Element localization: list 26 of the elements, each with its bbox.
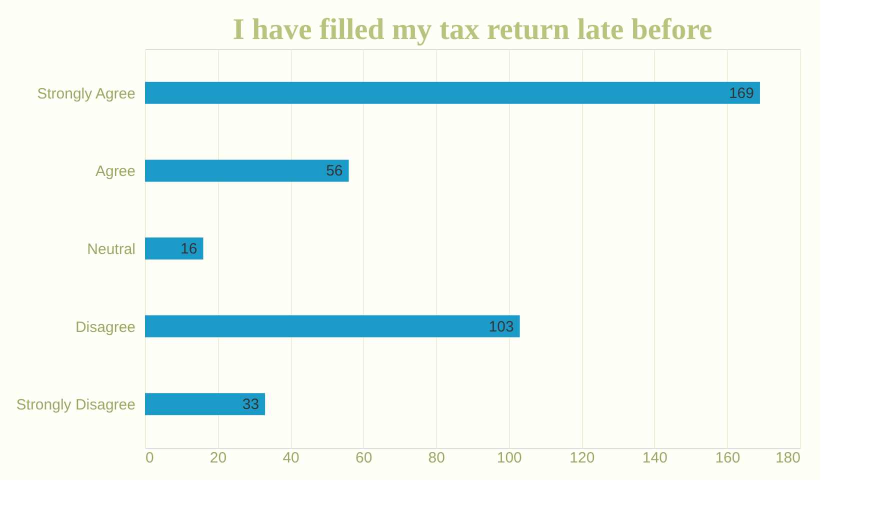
- x-tick-label: 100: [496, 450, 522, 466]
- x-tick-label: 140: [642, 450, 668, 466]
- y-tick-label: Disagree: [75, 318, 136, 336]
- data-label: 169: [728, 84, 754, 102]
- x-tick-label: 0: [146, 450, 154, 466]
- data-label: 16: [180, 240, 198, 258]
- chart-title: I have filled my tax return late before: [232, 13, 712, 46]
- y-tick-label: Agree: [95, 163, 136, 180]
- bar: [145, 238, 204, 260]
- data-label: 56: [326, 162, 343, 180]
- x-tick-label: 160: [715, 450, 740, 466]
- data-label: 33: [242, 396, 260, 414]
- x-tick-label: 60: [355, 450, 372, 466]
- x-tick-label: 80: [428, 450, 445, 466]
- x-tick-label: 180: [775, 450, 800, 466]
- bar: [145, 160, 349, 182]
- x-tick-label: 120: [570, 450, 595, 466]
- bar: [145, 393, 266, 416]
- data-label: 103: [488, 318, 514, 336]
- y-tick-label: Strongly Agree: [37, 85, 136, 102]
- bar: [145, 82, 760, 104]
- y-tick-label: Neutral: [87, 241, 136, 258]
- y-tick-label: Strongly Disagree: [16, 396, 136, 414]
- x-tick-label: 20: [210, 450, 227, 466]
- bar: [145, 315, 520, 338]
- x-tick-label: 40: [282, 450, 300, 466]
